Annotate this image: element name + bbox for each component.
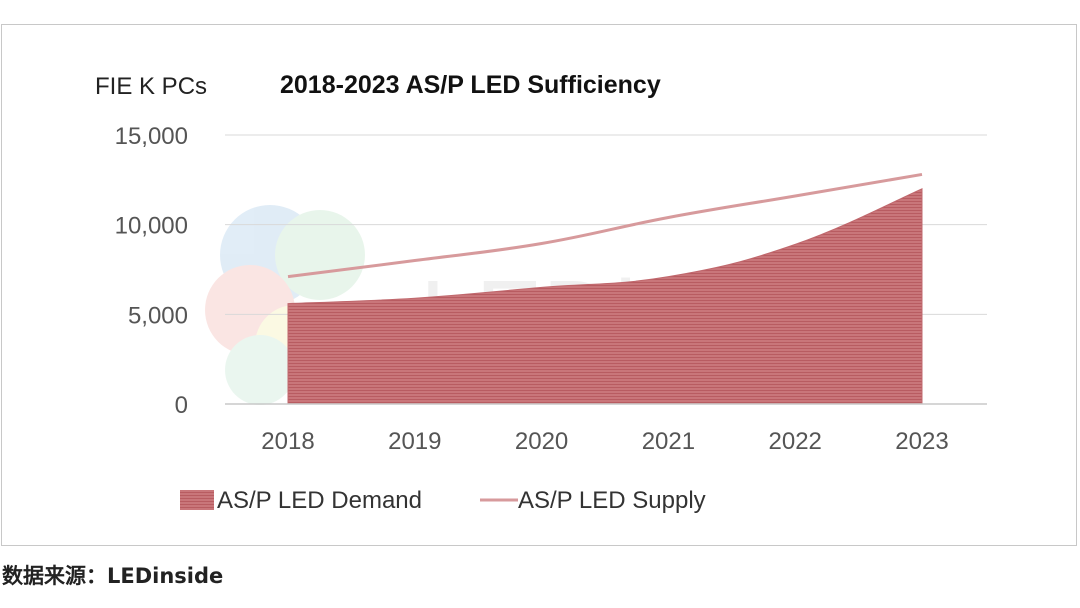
- supply-line: [287, 172, 923, 279]
- x-tick-label: 2021: [642, 428, 695, 455]
- y-tick-label: 10,000: [115, 213, 188, 240]
- y-tick-label: 0: [175, 392, 188, 419]
- line-layer: [287, 172, 923, 279]
- legend-demand-swatch: [180, 490, 214, 510]
- source-note: 数据来源：LEDinside: [2, 560, 223, 590]
- y-axis-label: FIE K PCs: [95, 73, 207, 100]
- area-layer: [287, 188, 923, 405]
- demand-area: [287, 188, 923, 405]
- x-tick-label: 2020: [515, 428, 568, 455]
- y-tick-label: 15,000: [115, 123, 188, 150]
- legend-supply-label: AS/P LED Supply: [518, 487, 706, 514]
- x-tick-label: 2019: [388, 428, 441, 455]
- source-value: LEDinside: [107, 564, 224, 588]
- legend: AS/P LED Demand AS/P LED Supply: [180, 487, 706, 514]
- y-tick-label: 5,000: [128, 302, 188, 329]
- x-tick-label: 2018: [261, 428, 314, 455]
- x-tick-label: 2022: [769, 428, 822, 455]
- legend-demand-label: AS/P LED Demand: [217, 487, 422, 514]
- chart-title: 2018-2023 AS/P LED Sufficiency: [280, 71, 661, 99]
- x-tick-label: 2023: [895, 428, 948, 455]
- source-label: 数据来源：: [2, 564, 107, 588]
- axis-layer: 0 5,000 10,000 15,000 2018 2019 2020 2021 2022 20…: [115, 123, 987, 455]
